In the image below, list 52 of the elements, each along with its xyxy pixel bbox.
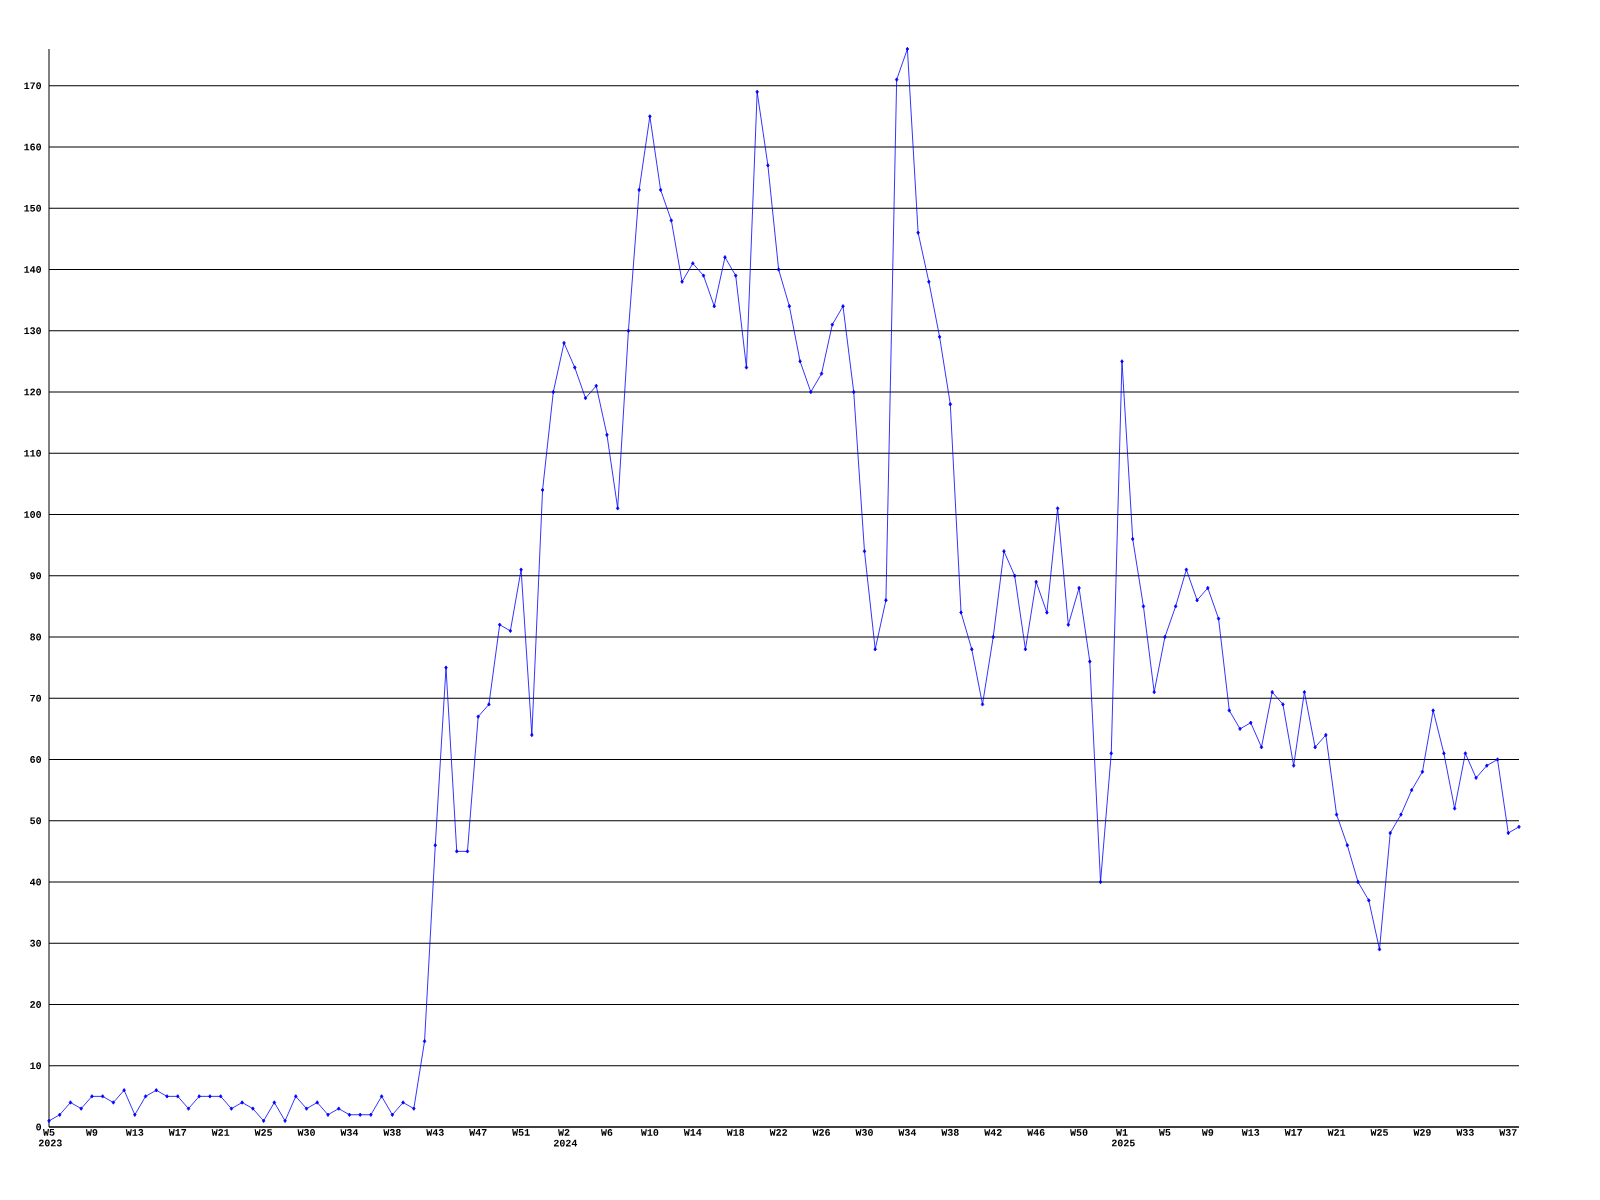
x-tick-label: W34	[340, 1129, 359, 1136]
y-tick-label: 60	[30, 756, 42, 763]
x-tick-label: W25	[254, 1129, 273, 1136]
x-tick-label: W37	[1499, 1129, 1517, 1136]
x-tick-label: W51	[512, 1129, 530, 1136]
x-tick-label: W6	[600, 1129, 613, 1136]
x-tick-label: W46	[1027, 1129, 1045, 1136]
x-tick-label: W13	[1241, 1129, 1260, 1136]
y-tick-label: 10	[30, 1062, 42, 1070]
y-tick-label: 40	[29, 878, 42, 886]
y-tick-label: 30	[30, 939, 42, 947]
x-tick-label: W17	[168, 1129, 187, 1136]
x-tick-label: W21	[211, 1129, 230, 1136]
y-tick-label: 100	[24, 511, 42, 518]
x-tick-label: W34	[898, 1129, 917, 1136]
x-tick-label: W17	[1284, 1129, 1302, 1136]
x-tick-label: W26	[812, 1129, 830, 1136]
x-tick-label: W42	[984, 1129, 1002, 1136]
y-tick-label: 50	[30, 817, 42, 825]
x-tick-label: W33	[1456, 1129, 1474, 1136]
y-tick-label: 0	[36, 1123, 42, 1131]
x-tick-label: W47	[469, 1129, 487, 1136]
x-tick-label: W29	[1413, 1129, 1431, 1136]
x-tick-label: W30	[297, 1129, 315, 1136]
y-tick-label: 70	[30, 694, 42, 702]
x-tick-label: W1 2025	[1111, 1129, 1135, 1147]
y-tick-label: 160	[24, 143, 42, 151]
y-tick-label: 150	[24, 204, 42, 212]
y-tick-label: 130	[24, 327, 42, 335]
x-tick-label: W30	[855, 1129, 873, 1136]
x-tick-label: W14	[683, 1129, 702, 1136]
x-tick-label: W25	[1370, 1129, 1388, 1136]
y-tick-label: 80	[30, 633, 42, 641]
x-tick-label: W9	[1201, 1129, 1214, 1136]
y-tick-label: 120	[24, 388, 42, 396]
y-tick-label: 170	[24, 82, 42, 90]
x-tick-label: W50	[1070, 1129, 1088, 1136]
x-tick-label: W43	[426, 1129, 444, 1136]
y-tick-label: 20	[30, 1001, 42, 1008]
x-tick-label: W18	[726, 1129, 745, 1136]
x-tick-label: W10	[640, 1129, 659, 1136]
y-tick-label: 140	[24, 266, 42, 273]
x-tick-label: W38	[383, 1129, 401, 1136]
x-tick-label: W21	[1327, 1129, 1346, 1136]
x-tick-label: W5	[1158, 1129, 1171, 1136]
x-tick-label: W9	[85, 1129, 98, 1136]
y-tick-label: 90	[30, 572, 42, 580]
x-tick-label: W13	[125, 1129, 144, 1136]
x-tick-label: W38	[941, 1129, 959, 1136]
y-tick-label: 110	[24, 449, 42, 457]
x-tick-label: W2 2024	[553, 1129, 578, 1147]
x-tick-label: W22	[769, 1129, 788, 1136]
